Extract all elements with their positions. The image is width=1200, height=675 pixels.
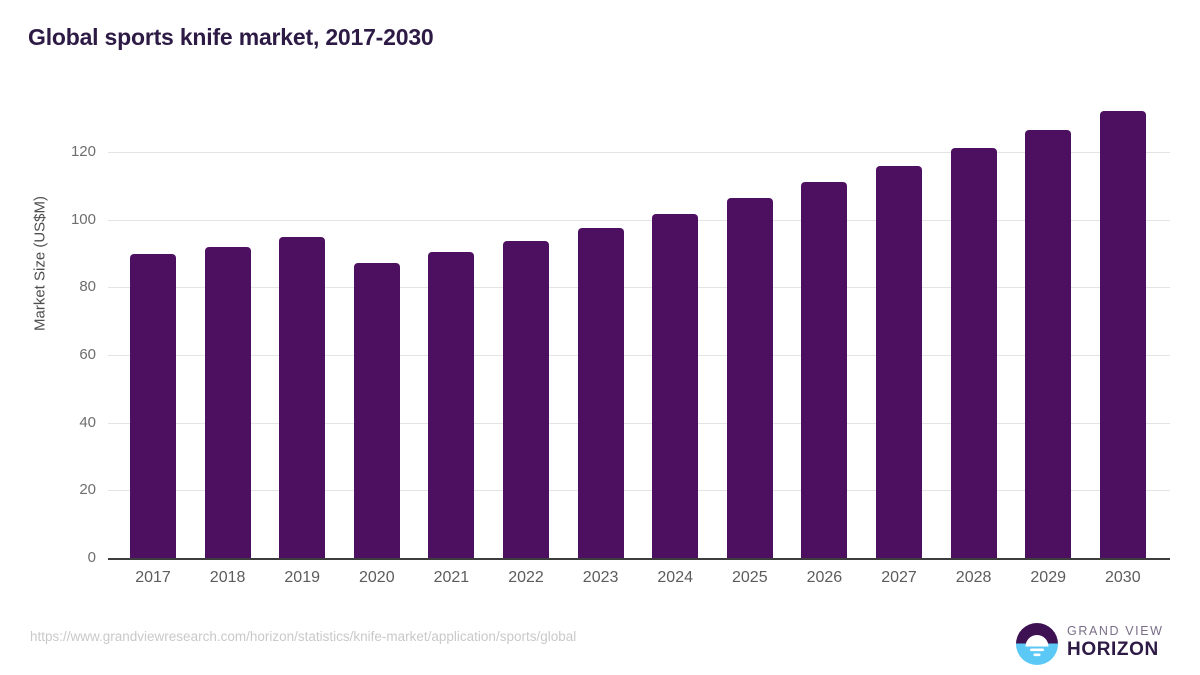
bar[interactable] (1099, 110, 1146, 558)
y-axis-tick-label: 100 (70, 210, 96, 228)
y-axis-tick-label: 60 (79, 346, 96, 363)
bar[interactable] (428, 252, 475, 558)
x-axis-tick-label: 2030 (1105, 569, 1141, 586)
bar[interactable] (876, 165, 922, 558)
x-axis-tick-label: 2029 (1030, 569, 1066, 586)
x-axis-tick-label: 2020 (359, 569, 395, 586)
logo-text-line2: HORIZON (1067, 638, 1159, 660)
y-axis-tick-label: 0 (87, 549, 96, 566)
y-axis-tick-label: 40 (79, 413, 96, 431)
chart-title: Global sports knife market, 2017-2030 (28, 24, 434, 50)
bar[interactable] (204, 246, 251, 558)
x-axis-tick-label: 2027 (881, 569, 917, 586)
x-axis-tick-label: 2017 (135, 569, 171, 586)
bar[interactable] (353, 262, 400, 558)
bar[interactable] (577, 228, 624, 558)
gridline (108, 152, 1170, 153)
bar[interactable] (1025, 130, 1072, 558)
x-axis-tick-label: 2022 (508, 569, 544, 586)
bar[interactable] (950, 147, 997, 558)
x-axis-tick-label: 2028 (955, 569, 992, 586)
grand-view-horizon-logo[interactable]: GRAND VIEW HORIZON (1015, 620, 1175, 668)
x-axis-tick-label: 2025 (732, 569, 768, 586)
bar[interactable] (279, 237, 326, 558)
gridline (108, 219, 1170, 221)
plot-area: Market Size (US$M) 0 20 40 60 80 100 120 2017 2… (31, 110, 1170, 586)
bar[interactable] (130, 254, 176, 558)
logo-text-line1: GRAND VIEW (1067, 624, 1164, 638)
bar[interactable] (726, 198, 773, 558)
horizon-logo-icon (1016, 623, 1058, 665)
gridline (108, 422, 1170, 424)
logo-wordmark: GRAND VIEW HORIZON (1067, 624, 1164, 660)
x-axis-tick-label: 2018 (209, 569, 246, 586)
y-axis-title: Market Size (US$M) (31, 195, 49, 332)
x-axis-line (108, 558, 1170, 560)
gridline (108, 490, 1170, 492)
gridline (108, 355, 1170, 356)
y-axis-tick-label: 120 (70, 143, 96, 160)
x-axis-tick-label: 2021 (433, 569, 470, 586)
source-url[interactable]: https://www.grandviewresearch.com/horizo… (30, 629, 577, 644)
bar[interactable] (652, 213, 699, 558)
gridline (108, 287, 1170, 289)
x-axis-tick-label: 2024 (657, 569, 693, 586)
bar[interactable] (801, 181, 848, 558)
y-axis-tick-label: 20 (79, 481, 96, 499)
x-axis-tick-label: 2019 (284, 569, 320, 586)
bar[interactable] (503, 240, 549, 558)
y-axis-tick-label: 80 (79, 278, 96, 296)
x-axis-tick-label: 2026 (806, 569, 843, 586)
x-axis-tick-label: 2023 (582, 569, 619, 586)
